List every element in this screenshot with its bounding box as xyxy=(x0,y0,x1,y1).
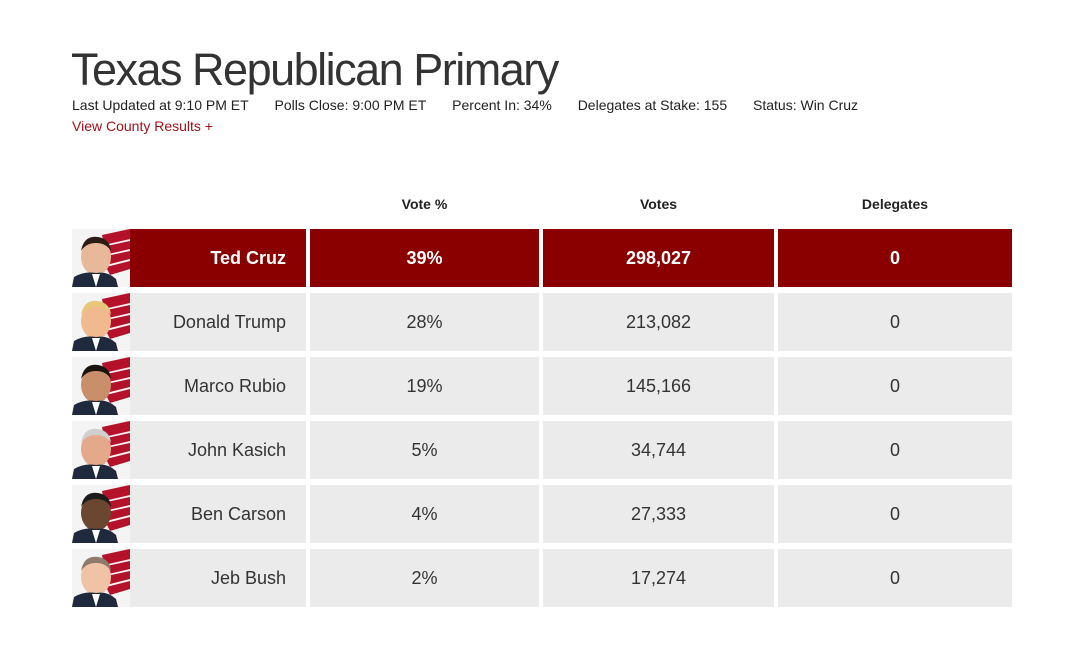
column-header-vote-pct: Vote % xyxy=(401,196,448,212)
candidate-votes: 213,082 xyxy=(543,293,774,351)
candidate-delegates: 0 xyxy=(778,293,1012,351)
candidate-name: Donald Trump xyxy=(130,293,306,351)
candidate-name: Ted Cruz xyxy=(130,229,306,287)
candidate-name: Jeb Bush xyxy=(130,549,306,607)
candidate-vote-pct: 19% xyxy=(310,357,539,415)
candidate-row: Ted Cruz 39% 298,027 0 xyxy=(72,229,1012,287)
column-header-votes: Votes xyxy=(639,196,678,212)
candidate-photo-image xyxy=(72,549,130,607)
candidate-row: Donald Trump 28% 213,082 0 xyxy=(72,293,1012,351)
candidate-photo xyxy=(72,549,130,607)
candidate-row: John Kasich 5% 34,744 0 xyxy=(72,421,1012,479)
candidate-votes: 27,333 xyxy=(543,485,774,543)
view-county-results-link[interactable]: View County Results + xyxy=(72,118,213,134)
candidate-photo-image xyxy=(72,421,130,479)
candidate-photo xyxy=(72,421,130,479)
candidate-vote-pct: 5% xyxy=(310,421,539,479)
candidate-name: John Kasich xyxy=(130,421,306,479)
polls-close: Polls Close: 9:00 PM ET xyxy=(274,97,427,113)
last-updated: Last Updated at 9:10 PM ET xyxy=(72,97,249,113)
candidate-votes: 17,274 xyxy=(543,549,774,607)
candidate-name: Ben Carson xyxy=(130,485,306,543)
candidate-vote-pct: 4% xyxy=(310,485,539,543)
candidate-vote-pct: 2% xyxy=(310,549,539,607)
candidate-name: Marco Rubio xyxy=(130,357,306,415)
candidate-vote-pct: 28% xyxy=(310,293,539,351)
results-meta: Last Updated at 9:10 PM ET Polls Close: … xyxy=(72,97,880,113)
delegates-at-stake: Delegates at Stake: 155 xyxy=(577,97,728,113)
candidate-photo-image xyxy=(72,485,130,543)
candidate-photo xyxy=(72,485,130,543)
candidate-delegates: 0 xyxy=(778,485,1012,543)
candidate-votes: 298,027 xyxy=(543,229,774,287)
candidate-delegates: 0 xyxy=(778,229,1012,287)
candidate-row: Marco Rubio 19% 145,166 0 xyxy=(72,357,1012,415)
candidate-row: Ben Carson 4% 27,333 0 xyxy=(72,485,1012,543)
candidate-vote-pct: 39% xyxy=(310,229,539,287)
candidate-photo xyxy=(72,293,130,351)
candidate-photo-image xyxy=(72,357,130,415)
candidate-photo xyxy=(72,229,130,287)
column-header-delegates: Delegates xyxy=(861,196,929,212)
candidate-delegates: 0 xyxy=(778,357,1012,415)
race-status: Status: Win Cruz xyxy=(753,97,859,113)
page-title: Texas Republican Primary xyxy=(71,44,559,95)
candidate-delegates: 0 xyxy=(778,549,1012,607)
candidate-photo-image xyxy=(72,293,130,351)
candidate-photo xyxy=(72,357,130,415)
candidate-delegates: 0 xyxy=(778,421,1012,479)
candidate-votes: 34,744 xyxy=(543,421,774,479)
candidate-row: Jeb Bush 2% 17,274 0 xyxy=(72,549,1012,607)
percent-in: Percent In: 34% xyxy=(452,97,552,113)
candidate-photo-image xyxy=(72,229,130,287)
candidate-votes: 145,166 xyxy=(543,357,774,415)
